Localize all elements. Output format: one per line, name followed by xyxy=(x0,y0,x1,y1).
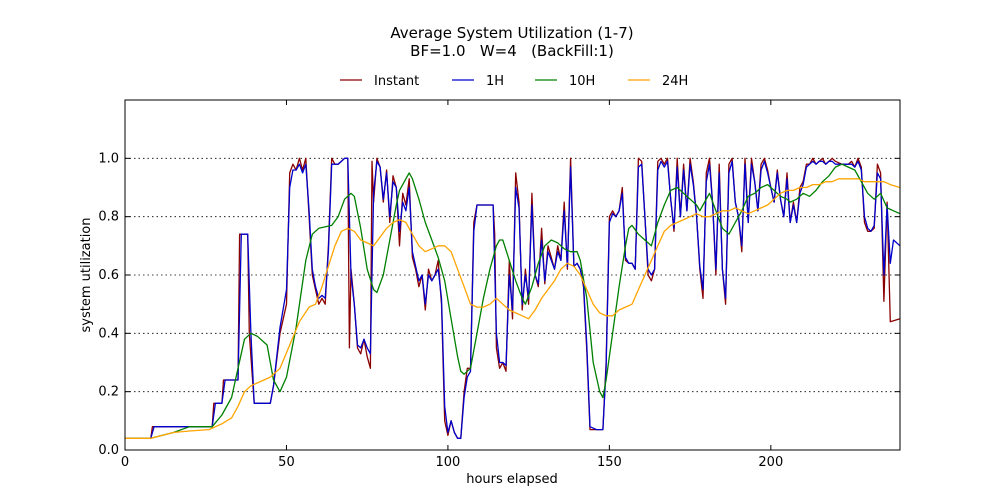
y-gridlines xyxy=(125,157,900,393)
x-tick-label: 50 xyxy=(278,455,295,470)
y-tick-label: 0.4 xyxy=(98,326,119,341)
y-tick-label: 0.2 xyxy=(98,385,119,400)
series-line-10h xyxy=(125,163,901,439)
x-tick-label: 150 xyxy=(597,455,622,470)
legend-label: 24H xyxy=(662,74,688,89)
legend-label: Instant xyxy=(374,74,419,89)
chart-title: Average System Utilization (1-7) xyxy=(390,24,633,42)
series-line-24h xyxy=(125,178,901,439)
y-tick-label: 0.6 xyxy=(98,268,119,283)
x-tick-label: 0 xyxy=(121,455,129,470)
chart-subtitle: BF=1.0 W=4 (BackFill:1) xyxy=(410,42,614,60)
axis-ticks: 0.0 0.2 0.4 0.6 0.8 1.0 0 50 100 150 200 xyxy=(98,100,900,470)
legend: Instant 1H 10H 24H xyxy=(340,74,688,89)
series-layer xyxy=(125,157,901,439)
x-tick-label: 100 xyxy=(436,455,461,470)
x-axis-label: hours elapsed xyxy=(466,472,558,487)
series-line-1h xyxy=(125,157,901,439)
x-tick-label: 200 xyxy=(758,455,783,470)
legend-label: 1H xyxy=(486,74,504,89)
y-tick-label: 1.0 xyxy=(98,151,119,166)
legend-label: 10H xyxy=(569,74,595,89)
y-tick-label: 0.8 xyxy=(98,210,119,225)
y-tick-label: 0.0 xyxy=(98,443,119,458)
y-axis-label: system utilization xyxy=(79,218,94,333)
